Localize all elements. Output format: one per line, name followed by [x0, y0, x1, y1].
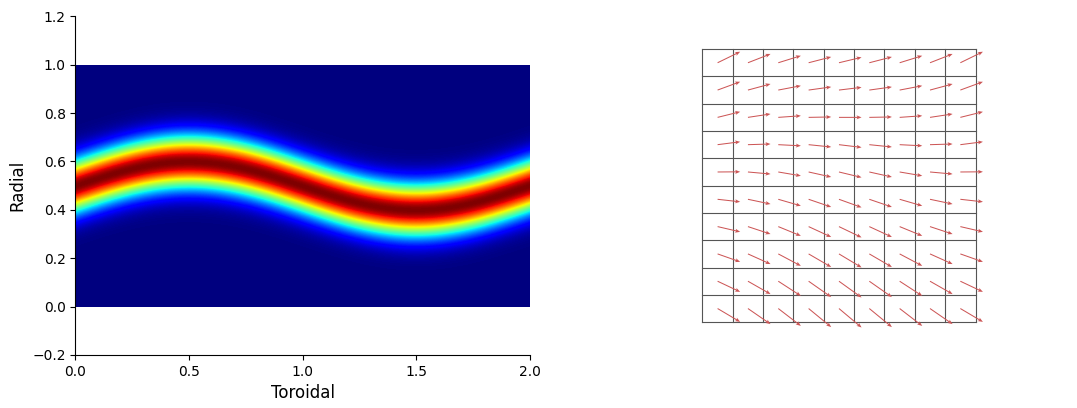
- X-axis label: Toroidal: Toroidal: [270, 384, 335, 402]
- Y-axis label: Radial: Radial: [9, 160, 27, 211]
